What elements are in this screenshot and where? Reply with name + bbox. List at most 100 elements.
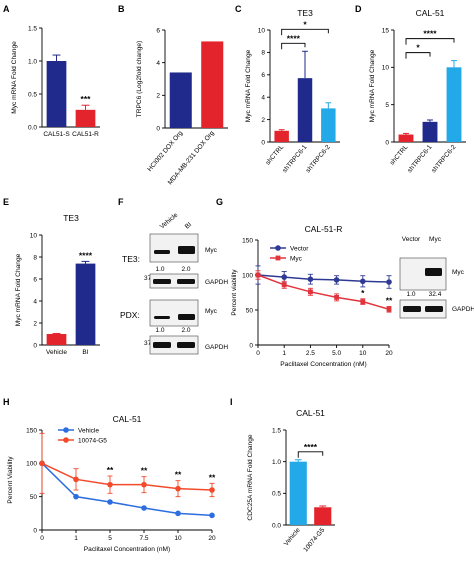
y-tick-label-a: 0.0 [28, 124, 37, 131]
marker-h-0 [107, 499, 113, 505]
marker-g-1 [360, 299, 366, 304]
panel-letter-h: H [3, 397, 10, 407]
y-tick-label-g: 0 [249, 342, 253, 349]
x-tick-label-e: BI [82, 349, 88, 356]
marker-h-0 [209, 512, 215, 519]
x-axis-label-h: Paclitaxel Concentration (nM) [84, 546, 171, 553]
chart-title-i: CAL-51 [296, 408, 325, 418]
x-tick-label-c: shTRPC6-2 [305, 144, 332, 175]
blot-te3-myc-band-1 [178, 246, 195, 254]
y-axis-label-g: Percent viability [231, 269, 238, 316]
y-tick-label-c: 10 [258, 27, 266, 34]
chart-title-g: CAL-51-R [305, 224, 343, 234]
significance-h: ** [141, 466, 148, 476]
x-tick-label-d: shTRPC6-2 [430, 144, 457, 175]
y-axis-label-c: Myc mRNA Fold Change [245, 49, 252, 122]
legend-label-h-0: Vehicle [78, 428, 99, 435]
blot-pdx-myc-band-1 [178, 314, 195, 320]
bar-c-2 [321, 108, 336, 142]
chart-title-d: CAL-51 [416, 8, 445, 18]
x-tick-label-h: 20 [208, 535, 216, 542]
y-tick-label-e: 4 [33, 298, 37, 305]
y-axis-label-i: CDC25A mRNA Fold Change [247, 434, 254, 520]
blot-g-myc-band-0 [425, 268, 442, 276]
panel-letter-g: G [216, 197, 223, 207]
y-tick-label-a: 1.5 [28, 25, 37, 32]
marker-g-0 [386, 279, 392, 285]
marker-g-0 [360, 278, 366, 285]
marker-h-1 [209, 487, 215, 493]
marker-h-0 [175, 510, 181, 517]
x-tick-label-i: 10074-G5 [302, 526, 326, 553]
bar-d-1 [422, 121, 438, 142]
x-tick-label-g: 10 [359, 350, 367, 357]
blot-g-gapdh-band-1 [425, 306, 443, 312]
y-tick-label-e: 10 [30, 232, 38, 239]
y-tick-label-e: 0 [33, 342, 37, 349]
x-tick-label-h: 5 [108, 535, 112, 542]
y-tick-label-h: 100 [26, 461, 37, 468]
marker-h-0 [73, 493, 79, 500]
bar-i-0 [289, 461, 307, 525]
blot-pdx-val-1: 2.0 [181, 327, 190, 334]
significance-a: *** [81, 94, 92, 104]
blot-mw: 37 [144, 275, 152, 282]
series-line-h-0 [41, 462, 213, 517]
marker-g-0 [333, 277, 340, 283]
y-tick-label-b: 6 [156, 27, 160, 34]
marker-g-1 [334, 295, 339, 300]
y-tick-label-g: 50 [246, 307, 254, 314]
y-tick-label-e: 2 [33, 320, 37, 327]
panel-letter-f: F [118, 197, 124, 207]
legend-marker-h-0 [63, 427, 69, 433]
y-tick-label-b: 4 [156, 60, 160, 67]
marker-h-1 [107, 481, 113, 488]
x-tick-label-d: shCTRL [389, 143, 410, 166]
blot-g-myc-label: Myc [452, 269, 465, 276]
x-tick-label-i: Vehicle [283, 526, 302, 547]
bar-b-0 [169, 72, 192, 128]
blot-te3-val-0: 1.0 [155, 266, 164, 273]
blot-label-pdx: PDX: [120, 310, 140, 320]
blot-pdx-myc-band-0 [154, 316, 170, 319]
bar-a-1 [75, 109, 96, 127]
y-tick-label-c: 6 [261, 72, 265, 79]
y-tick-label-i: 1.0 [272, 459, 281, 466]
y-tick-label-c: 0 [261, 139, 265, 146]
blot-mw-2: 37 [144, 340, 152, 347]
blot-col-vehicle: Vehicle [159, 211, 180, 230]
chart-title-h: CAL-51 [113, 414, 142, 424]
blot-te3-myc-band-0 [154, 250, 170, 254]
bar-e-0 [46, 334, 67, 345]
y-tick-label-d: 15 [382, 27, 390, 34]
legend-marker-h-1 [63, 437, 69, 443]
marker-g-1 [308, 289, 313, 295]
bracket-label-i-0: **** [304, 442, 318, 452]
x-tick-label-g: 5.0 [332, 350, 341, 357]
blot-te3-gapdh [149, 273, 199, 289]
bar-b-1 [201, 41, 224, 128]
bracket-label-d-0: * [416, 43, 420, 53]
y-tick-label-h: 150 [26, 427, 37, 434]
bar-c-0 [274, 130, 289, 142]
blot-gapdh-label-2: GAPDH [205, 344, 228, 351]
series-line-g-1 [257, 274, 390, 311]
y-tick-label-h: 0 [33, 527, 37, 534]
y-axis-label-e: Myc mRNA Fold Change [15, 253, 22, 326]
blot-pdx-gapdh-band-0 [153, 342, 171, 348]
y-tick-label-a: 1.0 [28, 58, 37, 65]
blot-g-col-vector: Vector [402, 236, 421, 243]
bracket-d-1 [405, 38, 455, 45]
panel-letter-c: C [235, 4, 242, 14]
y-tick-label-c: 8 [261, 50, 265, 57]
x-tick-label-h: 7.5 [139, 535, 148, 542]
bar-c-1 [297, 78, 313, 142]
y-tick-label-e: 8 [33, 254, 37, 261]
legend-label-g-0: Vector [290, 246, 309, 253]
series-line-h-1 [41, 462, 213, 491]
y-tick-label-i: 0.0 [272, 522, 281, 529]
significance-g: * [361, 288, 365, 298]
bar-d-0 [398, 134, 414, 142]
y-axis-label-d: Myc mRNA Fold Change [369, 49, 376, 122]
y-tick-label-g: 150 [242, 237, 253, 244]
